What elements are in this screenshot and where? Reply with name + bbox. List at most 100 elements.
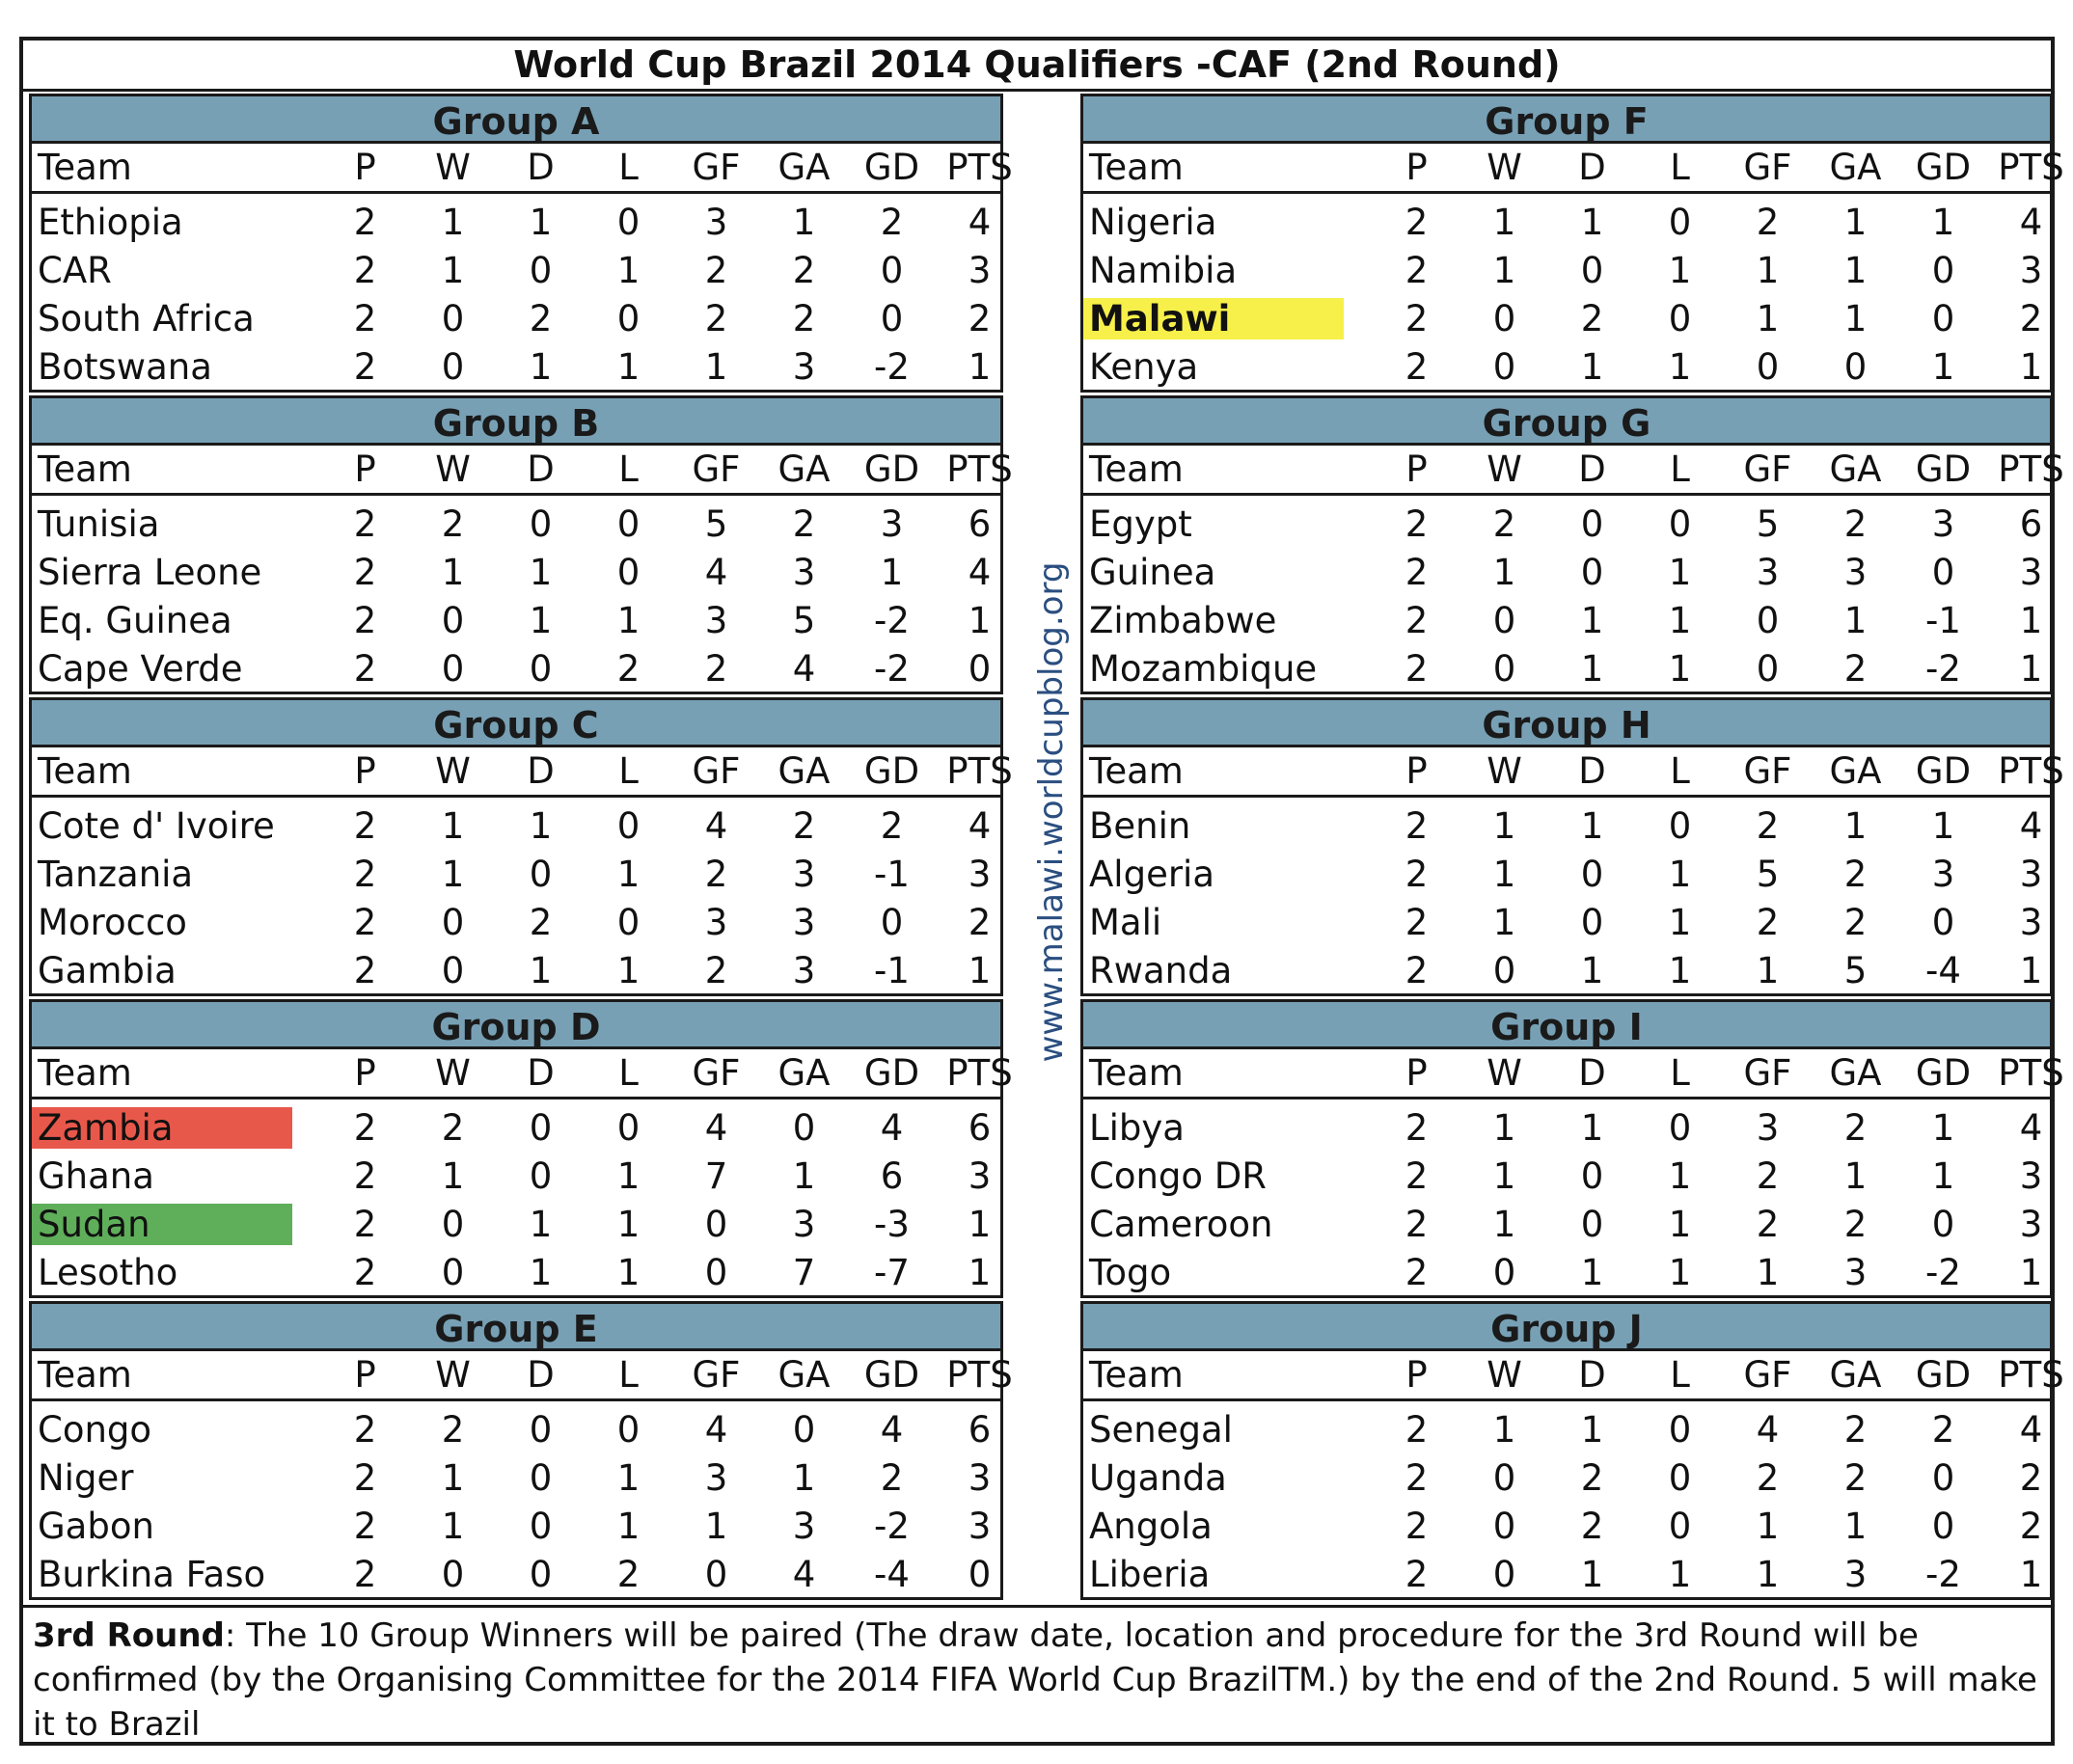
stat-pts: 3 [2019, 1154, 2043, 1197]
stat-pts: 2 [2019, 1505, 2043, 1547]
stat-w: 0 [1492, 297, 1516, 339]
column-header: GA [1829, 448, 1882, 490]
column-header: GD [1915, 448, 1972, 490]
stat-gf: 2 [704, 297, 728, 339]
stat-ga: 1 [1843, 249, 1868, 291]
stat-p: 2 [353, 1408, 377, 1451]
column-headers: Team P W D L GF GA GD PTS [1080, 1351, 2064, 1401]
column-header: W [1487, 147, 1522, 188]
stat-pts: 1 [2019, 949, 2043, 991]
stat-gf: 0 [704, 1553, 728, 1595]
column-header: W [1487, 1354, 1522, 1396]
column-headers: Team P W D L GF GA GD PTS [1080, 144, 2064, 194]
stat-d: 2 [1580, 1505, 1604, 1547]
stat-gd: -7 [874, 1251, 910, 1293]
team-name: Tunisia [38, 502, 160, 545]
watermark-text: www.malawi.worldcupblog.org [1032, 561, 1071, 1063]
stat-p: 2 [353, 551, 377, 593]
group-table: Group H Team P W D L GF GA GD PTS Benin 2 1 1 0 2 1 1 4 Alg… [1080, 697, 2064, 999]
stat-l: 0 [616, 297, 641, 339]
table-row: Angola 2 0 2 0 1 1 0 2 [1083, 1502, 2050, 1550]
stat-w: 1 [441, 1154, 465, 1197]
stat-l: 0 [1668, 297, 1692, 339]
table-row: Guinea 2 1 0 1 3 3 0 3 [1083, 548, 2050, 596]
stat-w: 0 [441, 901, 465, 943]
stat-ga: 3 [792, 1203, 816, 1245]
column-header: D [527, 750, 555, 792]
stat-d: 0 [1580, 853, 1604, 895]
stat-w: 0 [441, 297, 465, 339]
table-row: Namibia 2 1 0 1 1 1 0 3 [1083, 246, 2050, 294]
stat-d: 0 [529, 647, 553, 690]
stat-p: 2 [353, 1251, 377, 1293]
stat-p: 2 [1405, 1106, 1429, 1149]
stat-gd: -1 [874, 853, 910, 895]
stat-l: 0 [616, 1408, 641, 1451]
stat-l: 1 [1668, 345, 1692, 388]
column-header: D [527, 1052, 555, 1094]
stat-w: 0 [441, 599, 465, 641]
stat-w: 2 [441, 1408, 465, 1451]
stat-gd: 1 [1931, 1106, 1955, 1149]
column-header: GD [863, 147, 920, 188]
team-name-cell: Ghana [32, 1155, 321, 1197]
team-name-cell: Mozambique [1083, 648, 1373, 690]
column-header: GD [863, 1354, 920, 1396]
group-table: Group E Team P W D L GF GA GD PTS Congo 2 2 0 0 4 0 4 6 Nig… [29, 1301, 1013, 1603]
stat-gd: 4 [880, 1106, 904, 1149]
stat-gf: 2 [1756, 1456, 1780, 1499]
stat-gf: 1 [1756, 297, 1780, 339]
stat-d: 0 [529, 1154, 553, 1197]
stat-p: 2 [1405, 1154, 1429, 1197]
stat-ga: 3 [792, 901, 816, 943]
team-name-cell: Ethiopia [32, 202, 321, 243]
column-header: Team [1089, 1052, 1184, 1094]
team-name-cell: Guinea [1083, 552, 1373, 593]
stat-ga: 5 [792, 599, 816, 641]
stat-pts: 6 [968, 1408, 992, 1451]
team-name-cell: Mali [1083, 902, 1373, 943]
stat-l: 0 [1668, 1505, 1692, 1547]
stat-w: 0 [1492, 599, 1516, 641]
stat-l: 1 [616, 853, 641, 895]
stat-pts: 3 [968, 249, 992, 291]
stat-d: 0 [1580, 1203, 1604, 1245]
team-name-cell: Congo DR [1083, 1155, 1373, 1197]
stat-gf: 2 [1756, 201, 1780, 243]
column-header: L [1670, 1354, 1690, 1396]
team-name-cell: Gabon [32, 1506, 321, 1547]
stat-gf: 2 [1756, 1203, 1780, 1245]
stat-pts: 1 [2019, 345, 2043, 388]
stat-l: 1 [1668, 901, 1692, 943]
group-heading: Group A [29, 94, 1003, 144]
team-name: Gabon [38, 1505, 154, 1547]
column-header: W [435, 448, 471, 490]
stat-p: 2 [1405, 599, 1429, 641]
stat-d: 0 [529, 1408, 553, 1451]
table-row: Tunisia 2 2 0 0 5 2 3 6 [32, 500, 1000, 548]
table-row: Mali 2 1 0 1 2 2 0 3 [1083, 898, 2050, 946]
stat-gf: 4 [704, 1408, 728, 1451]
stat-pts: 3 [968, 1505, 992, 1547]
stat-l: 1 [1668, 1154, 1692, 1197]
stat-d: 0 [1580, 1154, 1604, 1197]
column-header: P [1405, 750, 1428, 792]
stat-pts: 6 [2019, 502, 2043, 545]
column-header: GD [863, 750, 920, 792]
table-row: Senegal 2 1 1 0 4 2 2 4 [1083, 1405, 2050, 1453]
stat-p: 2 [1405, 249, 1429, 291]
column-header: W [435, 750, 471, 792]
team-name-cell: Burkina Faso [32, 1554, 321, 1595]
stat-pts: 1 [968, 1203, 992, 1245]
column-header: P [1405, 448, 1428, 490]
stat-p: 2 [353, 345, 377, 388]
table-row: Ethiopia 2 1 1 0 3 1 2 4 [32, 198, 1000, 246]
column-header: PTS [1998, 1052, 2064, 1094]
team-name-cell: Botswana [32, 346, 321, 388]
stat-d: 1 [1580, 599, 1604, 641]
stat-d: 1 [1580, 1408, 1604, 1451]
stat-ga: 2 [1843, 1456, 1868, 1499]
team-name-cell: Togo [1083, 1252, 1373, 1293]
team-rows: Zambia 2 2 0 0 4 0 4 6 Ghana 2 1 0 1 7 1 6 3 Sudan 2 0 1 1 0 3 -3… [29, 1099, 1003, 1298]
stat-l: 2 [616, 647, 641, 690]
